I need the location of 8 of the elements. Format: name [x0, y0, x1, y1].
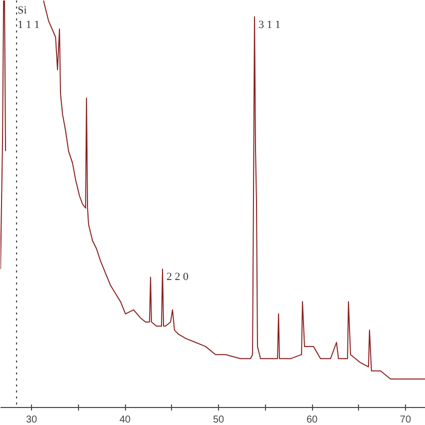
ref-line-label: Si 1 1 1 — [18, 4, 40, 31]
annotation: 2 2 0 — [166, 271, 190, 284]
annotation: 3 1 1 — [258, 18, 281, 31]
x-tick-label: 70 — [400, 414, 412, 425]
x-tick-label: 30 — [26, 414, 38, 425]
x-tick-label: 60 — [306, 414, 318, 425]
x-tick-label: 50 — [212, 414, 225, 425]
x-tick-label: 40 — [119, 414, 132, 425]
